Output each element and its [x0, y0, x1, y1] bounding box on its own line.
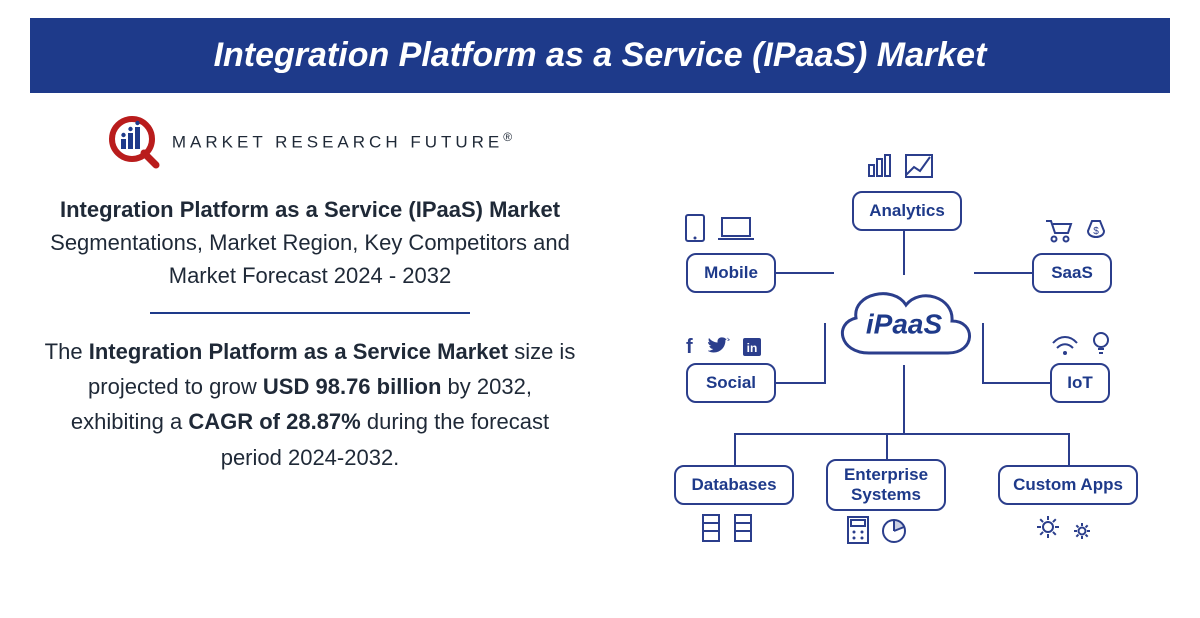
growth-chart-icon — [904, 153, 934, 179]
node-iot: IoT — [1050, 363, 1110, 403]
logo-icon — [104, 113, 160, 169]
node-social: Social — [686, 363, 776, 403]
tablet-icon — [684, 213, 706, 243]
connector — [776, 272, 834, 274]
linkedin-icon: in — [742, 337, 762, 357]
svg-text:f: f — [686, 336, 693, 357]
cart-icon — [1044, 217, 1074, 243]
laptop-icon — [716, 215, 756, 243]
icons-analytics — [866, 153, 934, 179]
diagram-area: iPaaS Analytics Mobile SaaS Social IoT Databas… — [614, 113, 1170, 573]
node-analytics: Analytics — [852, 191, 962, 231]
subtitle-text: Integration Platform as a Service (IPaaS… — [50, 193, 570, 292]
body-paragraph: The Integration Platform as a Service Ma… — [40, 334, 580, 475]
page-title: Integration Platform as a Service (IPaaS… — [214, 36, 987, 74]
connector — [903, 231, 905, 275]
icons-enterprise — [846, 515, 908, 545]
twitter-icon — [708, 337, 732, 357]
pie-icon — [880, 517, 908, 545]
storage-icon — [732, 513, 754, 543]
icons-iot — [1050, 329, 1112, 357]
icons-custom — [1034, 513, 1092, 541]
storage-icon — [700, 513, 722, 543]
icons-saas: $ — [1044, 215, 1108, 243]
connector — [886, 433, 888, 459]
node-mobile: Mobile — [686, 253, 776, 293]
calculator-icon — [846, 515, 870, 545]
node-saas: SaaS — [1032, 253, 1112, 293]
node-custom: Custom Apps — [998, 465, 1138, 505]
connector — [734, 433, 736, 465]
node-enterprise: Enterprise Systems — [826, 459, 946, 511]
gear-small-icon — [1072, 521, 1092, 541]
divider — [150, 312, 470, 314]
icons-databases — [700, 513, 754, 543]
wifi-icon — [1050, 333, 1080, 357]
node-databases: Databases — [674, 465, 794, 505]
connector — [734, 433, 1070, 435]
icons-mobile — [684, 213, 756, 243]
title-bar: Integration Platform as a Service (IPaaS… — [30, 18, 1170, 93]
cloud-center: iPaaS — [824, 273, 984, 373]
bar-chart-icon — [866, 153, 894, 179]
icons-social: f in — [680, 335, 762, 357]
connector — [974, 272, 1032, 274]
money-bag-icon: $ — [1084, 215, 1108, 243]
left-column: MARKET RESEARCH FUTURE® Integration Plat… — [30, 113, 590, 573]
svg-text:in: in — [747, 341, 758, 355]
bulb-icon — [1090, 329, 1112, 357]
gear-icon — [1034, 513, 1062, 541]
connector — [982, 323, 984, 383]
logo-text: MARKET RESEARCH FUTURE® — [172, 130, 516, 153]
facebook-icon: f — [680, 335, 698, 357]
connector — [824, 323, 826, 383]
connector — [1068, 433, 1070, 465]
connector — [776, 382, 826, 384]
content-area: MARKET RESEARCH FUTURE® Integration Plat… — [30, 113, 1170, 573]
reg-mark: ® — [503, 130, 516, 144]
logo: MARKET RESEARCH FUTURE® — [30, 113, 590, 169]
cloud-label: iPaaS — [866, 309, 942, 341]
connector — [903, 365, 905, 433]
svg-text:$: $ — [1093, 226, 1099, 237]
connector — [982, 382, 1050, 384]
